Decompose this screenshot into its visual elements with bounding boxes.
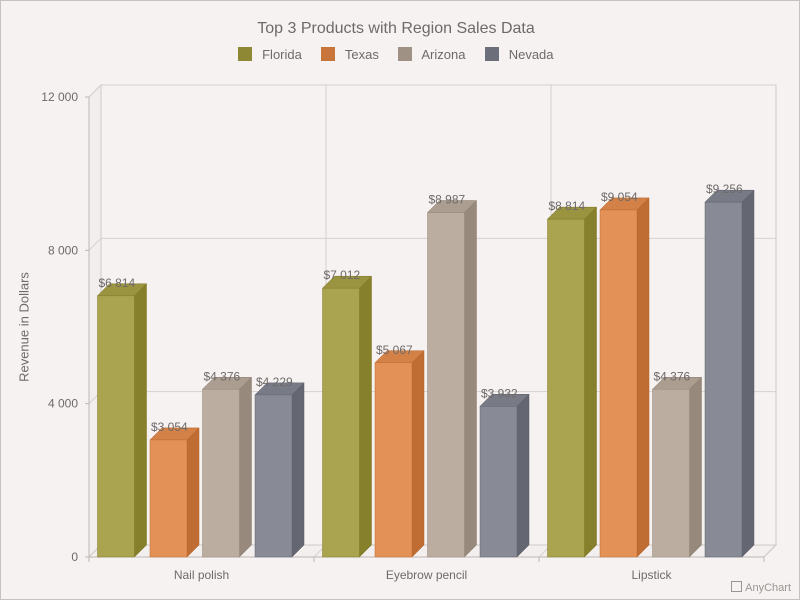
y-tick-label: 12 000 xyxy=(41,90,78,104)
bar-value-label: $9 256 xyxy=(706,182,743,196)
x-category-label: Nail polish xyxy=(174,568,229,582)
bar-side xyxy=(186,427,200,558)
legend-item-texas[interactable]: Texas xyxy=(321,47,379,62)
bar-side xyxy=(291,382,305,558)
bar-value-label: $6 814 xyxy=(99,276,136,290)
bar-value-label: $4 229 xyxy=(256,375,293,389)
bar-side xyxy=(239,376,252,558)
bar-value-label: $9 054 xyxy=(601,190,638,204)
bar-side xyxy=(584,206,597,558)
bar[interactable] xyxy=(652,389,690,558)
legend-swatch-texas xyxy=(321,47,336,61)
bar-value-label: $3 054 xyxy=(151,420,188,434)
bar-value-label: $8 987 xyxy=(429,192,466,206)
legend-swatch-arizona xyxy=(398,47,413,61)
legend-label-florida: Florida xyxy=(262,47,302,62)
bar[interactable] xyxy=(149,439,188,558)
bar-side xyxy=(411,350,425,558)
legend-label-arizona: Arizona xyxy=(421,47,466,62)
bar-value-label: $4 376 xyxy=(204,369,241,383)
bar[interactable] xyxy=(704,201,743,558)
legend-label-texas: Texas xyxy=(344,47,379,62)
x-category-label: Eyebrow pencil xyxy=(386,568,467,582)
legend-swatch-nevada xyxy=(485,47,500,61)
credit-text: AnyChart xyxy=(745,582,791,594)
bar[interactable] xyxy=(374,362,413,558)
bar-side xyxy=(134,283,147,558)
credit-label[interactable]: AnyChart xyxy=(731,581,791,594)
y-tick-label: 0 xyxy=(71,550,78,564)
legend-label-nevada: Nevada xyxy=(508,47,554,62)
bar[interactable] xyxy=(322,287,360,558)
bar-value-label: $7 012 xyxy=(324,268,361,282)
y-gridline-side xyxy=(88,84,102,98)
legend: Florida Texas Arizona Nevada xyxy=(1,47,791,62)
y-tick-label: 4 000 xyxy=(48,397,78,411)
chart-title: Top 3 Products with Region Sales Data xyxy=(257,20,535,37)
bar[interactable] xyxy=(427,212,465,558)
legend-item-nevada[interactable]: Nevada xyxy=(485,47,554,62)
legend-item-arizona[interactable]: Arizona xyxy=(398,47,465,62)
bar[interactable] xyxy=(254,394,293,558)
bar[interactable] xyxy=(97,295,135,558)
bar-side xyxy=(636,197,650,558)
bar-value-label: $3 932 xyxy=(481,386,518,400)
x-category-label: Lipstick xyxy=(631,568,672,582)
bar-side xyxy=(689,376,702,558)
bar-value-label: $4 376 xyxy=(654,369,691,383)
bar-value-label: $5 067 xyxy=(376,343,413,357)
bar[interactable] xyxy=(599,209,638,558)
bar[interactable] xyxy=(202,389,240,558)
bar-value-label: $8 814 xyxy=(549,199,586,213)
legend-swatch-florida xyxy=(238,47,253,61)
y-tick-label: 8 000 xyxy=(48,243,78,257)
anychart-logo-icon xyxy=(731,581,743,592)
bar-side xyxy=(464,199,477,558)
bar[interactable] xyxy=(547,218,585,558)
bar-side xyxy=(359,275,372,558)
bar-side xyxy=(741,189,755,558)
y-gridline-side xyxy=(88,237,102,251)
legend-item-florida[interactable]: Florida xyxy=(238,47,302,62)
bar-side xyxy=(516,393,530,558)
floor-right-edge xyxy=(763,544,777,558)
bar[interactable] xyxy=(479,406,518,558)
